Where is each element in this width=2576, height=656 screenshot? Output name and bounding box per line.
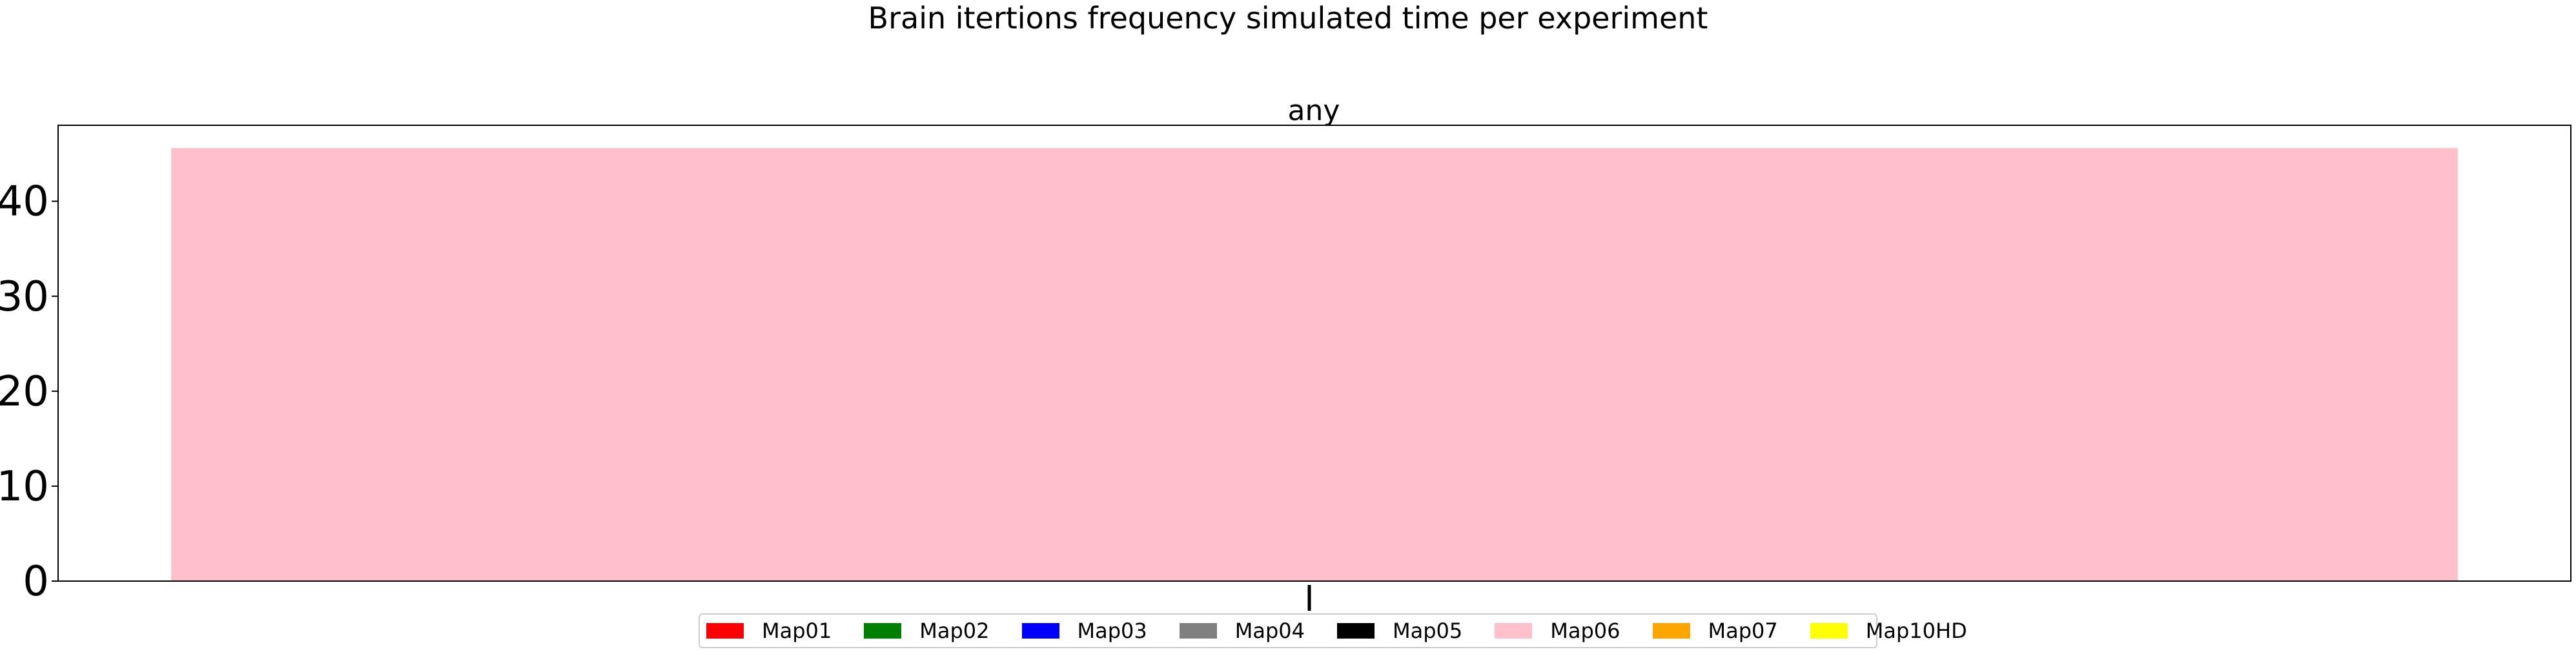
legend-swatch xyxy=(1652,623,1690,639)
y-tick-label: 0 xyxy=(23,558,49,606)
legend-label: Map07 xyxy=(1708,619,1778,643)
legend-label: Map10HD xyxy=(1865,619,1967,643)
legend-item-map07: Map07 xyxy=(1652,619,1778,643)
legend-swatch xyxy=(1179,623,1217,639)
legend-item-map04: Map04 xyxy=(1179,619,1305,643)
y-tick-label: 30 xyxy=(0,273,49,321)
subplot-title: any xyxy=(1288,94,1340,127)
legend-swatch xyxy=(706,623,744,639)
plot-area-frame xyxy=(57,125,2571,582)
legend-swatch xyxy=(864,623,902,639)
y-tick-label: 20 xyxy=(0,368,49,416)
y-axis-ticks: 0 10 20 30 40 xyxy=(0,178,58,606)
chart-title: Brain itertions frequency simulated time… xyxy=(868,1,1708,36)
legend-label: Map01 xyxy=(762,619,832,643)
bars-group xyxy=(171,148,2458,582)
legend: Map01 Map02 Map03 Map04 Map05 Map06 Map07 Map10… xyxy=(699,613,1967,648)
legend-label: Map04 xyxy=(1234,619,1305,643)
legend-item-map05: Map05 xyxy=(1337,619,1462,643)
legend-swatch xyxy=(1810,623,1848,639)
legend-item-map03: Map03 xyxy=(1021,619,1147,643)
legend-label: Map05 xyxy=(1393,619,1463,643)
legend-swatch xyxy=(1495,623,1533,639)
legend-item-map06: Map06 xyxy=(1495,619,1620,643)
legend-label: Map02 xyxy=(919,619,990,643)
legend-item-map10hd: Map10HD xyxy=(1810,619,1967,643)
y-tick-label: 40 xyxy=(0,178,49,226)
legend-label: Map03 xyxy=(1077,619,1147,643)
legend-item-map01: Map01 xyxy=(706,619,832,643)
bar-map06 xyxy=(171,148,2458,582)
legend-label: Map06 xyxy=(1550,619,1620,643)
legend-item-map02: Map02 xyxy=(864,619,990,643)
y-tick-label: 10 xyxy=(0,463,49,511)
legend-swatch xyxy=(1021,623,1059,639)
legend-swatch xyxy=(1337,623,1375,639)
